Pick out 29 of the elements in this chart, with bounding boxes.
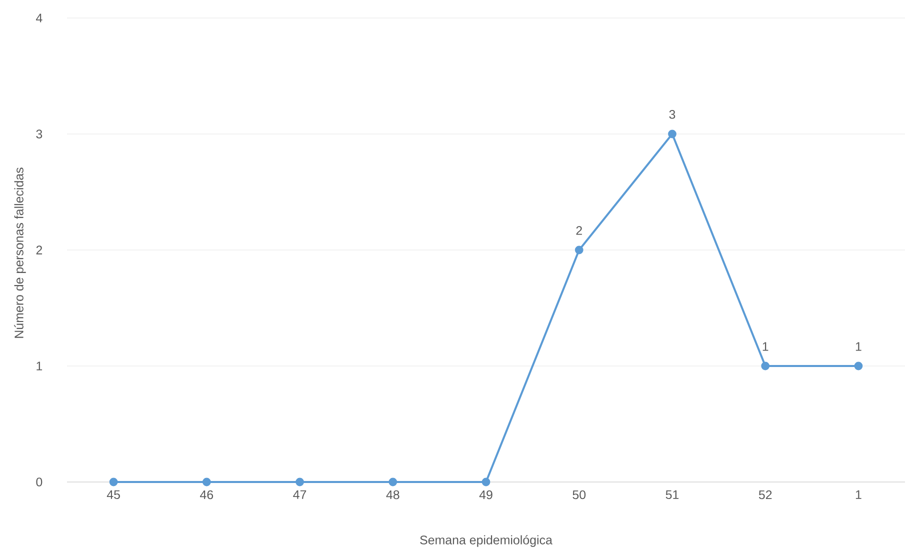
point <box>109 478 118 486</box>
point <box>761 362 770 370</box>
point <box>854 362 863 370</box>
x-tick-label: 45 <box>106 490 120 500</box>
y-axis-title: Número de personas fallecidas <box>14 168 26 338</box>
x-tick-label: 52 <box>758 490 772 500</box>
x-tick-label: 50 <box>572 490 586 500</box>
x-tick-label: 48 <box>386 490 400 500</box>
data-label: 1 <box>762 342 768 351</box>
x-tick-label: 49 <box>479 490 492 500</box>
data-label: 3 <box>669 110 676 119</box>
x-axis-title: Semana epidemiológica <box>420 535 552 547</box>
point <box>388 478 398 486</box>
point <box>202 478 211 486</box>
y-tick-label: 2 <box>36 246 42 254</box>
x-tick-label: 51 <box>666 490 679 500</box>
x-tick-label: 47 <box>293 490 306 499</box>
x-tick-label: 46 <box>200 490 214 500</box>
point <box>574 246 584 254</box>
point <box>668 130 676 138</box>
point <box>296 478 304 486</box>
x-tick-label: 1 <box>856 490 862 499</box>
data-label: 2 <box>576 226 582 235</box>
y-tick-label: 3 <box>36 130 42 138</box>
y-tick-label: 1 <box>36 362 42 370</box>
y-tick-label: 0 <box>36 478 42 486</box>
point <box>482 478 490 486</box>
data-label: 1 <box>856 342 862 351</box>
y-tick-label: 4 <box>36 14 42 22</box>
